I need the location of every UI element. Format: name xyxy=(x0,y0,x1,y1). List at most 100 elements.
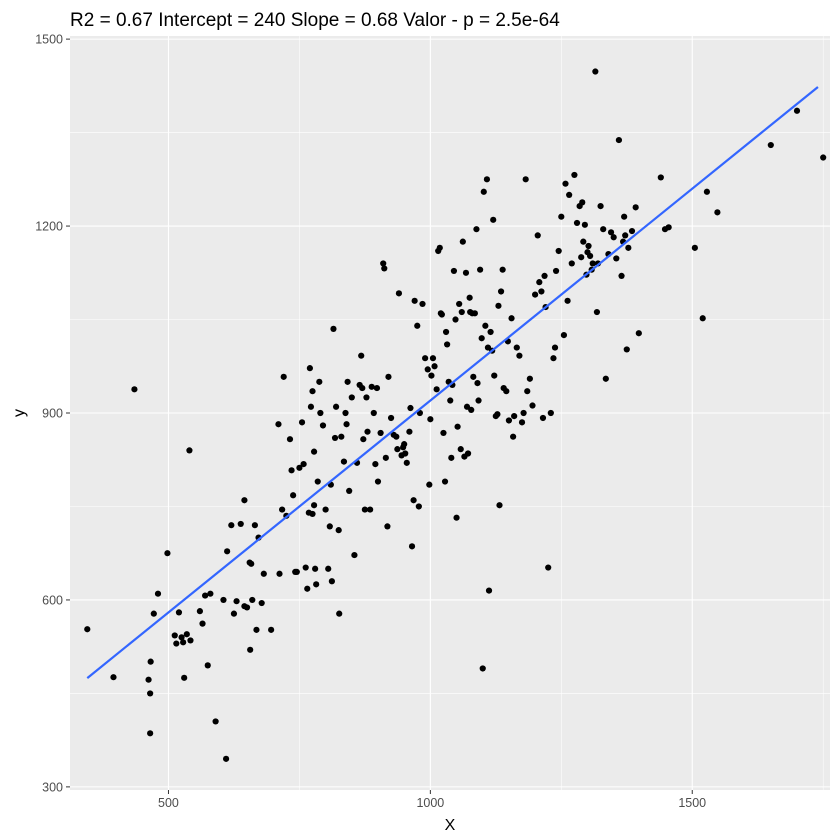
data-point xyxy=(524,388,531,395)
data-point xyxy=(473,226,480,233)
data-point xyxy=(464,450,472,457)
data-point xyxy=(487,328,494,336)
data-point xyxy=(228,522,235,529)
data-point xyxy=(625,244,632,251)
data-point xyxy=(393,433,400,440)
data-point xyxy=(363,394,370,401)
data-point xyxy=(433,386,440,393)
data-point xyxy=(394,446,401,453)
data-point xyxy=(178,634,185,641)
data-point xyxy=(338,433,345,440)
data-point xyxy=(597,203,604,210)
data-point xyxy=(243,604,251,611)
data-point xyxy=(253,626,260,633)
data-point xyxy=(367,506,374,513)
data-point xyxy=(336,610,343,617)
data-point xyxy=(411,297,418,304)
data-point xyxy=(309,510,316,518)
data-point xyxy=(665,224,672,231)
data-point xyxy=(326,523,333,530)
data-point xyxy=(361,506,368,513)
data-point xyxy=(516,352,523,359)
data-point xyxy=(552,267,560,275)
data-point xyxy=(312,565,319,572)
data-point xyxy=(454,423,461,430)
data-point xyxy=(384,523,391,530)
data-point xyxy=(377,429,384,437)
y-axis-title: y xyxy=(11,409,28,417)
data-point xyxy=(325,565,332,572)
data-point xyxy=(186,447,193,454)
data-point xyxy=(331,434,339,442)
data-point xyxy=(372,460,379,468)
data-point xyxy=(499,266,506,273)
data-point xyxy=(401,441,408,448)
x-axis-ticks: 500 1000 1500 xyxy=(158,790,706,810)
data-point xyxy=(466,294,473,301)
data-point xyxy=(260,570,267,577)
x-axis-title: X xyxy=(445,817,456,834)
data-point xyxy=(426,481,433,488)
data-point xyxy=(381,265,388,272)
data-point xyxy=(767,141,774,149)
data-point xyxy=(422,355,429,362)
data-point xyxy=(551,344,559,351)
y-axis-ticks: 300 600 900 1200 1500 xyxy=(35,33,70,794)
data-point xyxy=(474,379,481,387)
chart-title: R2 = 0.67 Intercept = 240 Slope = 0.68 V… xyxy=(70,10,560,31)
data-point xyxy=(328,578,335,585)
data-point xyxy=(131,386,138,393)
data-point xyxy=(110,674,117,681)
data-point xyxy=(374,478,382,485)
data-point xyxy=(290,492,297,499)
data-point xyxy=(387,414,395,422)
data-point xyxy=(335,527,342,534)
data-point xyxy=(431,363,438,370)
data-point xyxy=(380,260,387,267)
data-point xyxy=(187,637,194,644)
data-point xyxy=(364,428,371,435)
data-point xyxy=(447,397,454,404)
data-point xyxy=(251,522,258,529)
data-point xyxy=(249,596,256,604)
data-point xyxy=(494,411,501,418)
data-point xyxy=(304,585,311,592)
data-point xyxy=(302,564,309,571)
data-point xyxy=(593,308,601,316)
data-point xyxy=(550,355,557,362)
data-point xyxy=(453,514,460,521)
data-point xyxy=(199,620,206,627)
data-point xyxy=(373,384,381,392)
data-point xyxy=(450,267,458,275)
data-point xyxy=(360,436,367,443)
data-point xyxy=(248,560,255,567)
data-point xyxy=(566,191,573,199)
data-point xyxy=(382,454,389,461)
data-point xyxy=(154,590,162,597)
data-point xyxy=(317,409,324,417)
data-point xyxy=(358,352,365,359)
data-point xyxy=(607,229,615,236)
data-point xyxy=(276,570,283,577)
data-point xyxy=(468,406,475,413)
data-point xyxy=(202,592,209,599)
data-point xyxy=(279,506,286,513)
data-point xyxy=(623,346,630,353)
data-point xyxy=(505,417,513,424)
data-point xyxy=(342,409,349,417)
data-point xyxy=(300,460,307,468)
data-point xyxy=(207,590,214,597)
data-point xyxy=(587,252,594,260)
data-point xyxy=(622,232,629,239)
data-point xyxy=(204,662,211,669)
data-point xyxy=(370,409,377,417)
data-point xyxy=(164,550,171,557)
data-point xyxy=(322,506,329,513)
data-point xyxy=(483,176,491,183)
data-point xyxy=(293,568,300,576)
data-point xyxy=(541,272,548,280)
data-point xyxy=(368,383,375,390)
x-tick-label: 1500 xyxy=(678,796,706,810)
data-point xyxy=(346,487,353,494)
